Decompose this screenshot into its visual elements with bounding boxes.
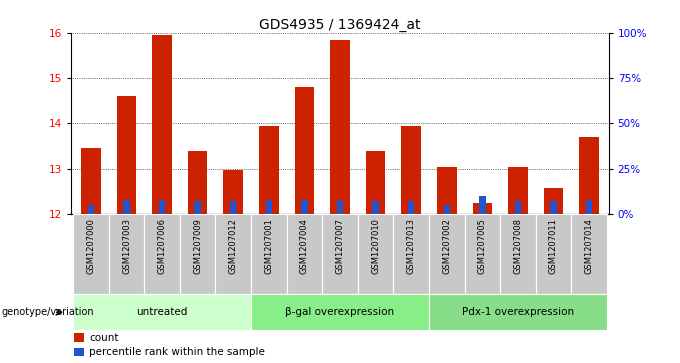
Bar [408,201,414,214]
Bar [73,294,251,330]
Bar [515,201,521,214]
Text: β-gal overexpression: β-gal overexpression [286,307,394,317]
Text: GSM1207014: GSM1207014 [585,218,594,274]
Bar [429,294,607,330]
Text: GSM1207010: GSM1207010 [371,218,380,274]
Bar [74,348,84,356]
Bar [251,214,287,294]
Text: GSM1207005: GSM1207005 [478,218,487,274]
Text: GSM1207001: GSM1207001 [265,218,273,274]
Bar [180,214,216,294]
Bar [109,214,144,294]
Bar [224,170,243,214]
Text: GSM1207003: GSM1207003 [122,218,131,274]
Bar [88,205,94,214]
Bar [429,214,464,294]
Title: GDS4935 / 1369424_at: GDS4935 / 1369424_at [259,18,421,32]
Bar [123,200,130,214]
Text: GSM1207000: GSM1207000 [86,218,95,274]
Bar [188,151,207,214]
Bar [586,200,592,214]
Bar [294,87,314,214]
Text: GSM1207012: GSM1207012 [228,218,238,274]
Bar [550,201,557,214]
Bar [508,167,528,214]
Bar [144,214,180,294]
Text: genotype/variation: genotype/variation [1,307,94,317]
Bar [230,201,237,214]
Bar [536,214,571,294]
Bar [571,214,607,294]
Bar [159,200,165,214]
Bar [544,188,563,214]
Bar [81,148,101,214]
Text: GSM1207002: GSM1207002 [442,218,452,274]
Text: GSM1207013: GSM1207013 [407,218,415,274]
Bar [322,214,358,294]
Bar [152,35,172,214]
Bar [74,333,84,342]
Bar [73,214,109,294]
Text: count: count [89,333,118,343]
Bar [437,167,456,214]
Bar [500,214,536,294]
Bar [194,201,201,214]
Bar [579,137,599,214]
Bar [401,126,421,214]
Text: Pdx-1 overexpression: Pdx-1 overexpression [462,307,574,317]
Bar [259,126,279,214]
Bar [473,203,492,214]
Bar [251,294,429,330]
Text: GSM1207009: GSM1207009 [193,218,202,274]
Bar [358,214,393,294]
Text: GSM1207004: GSM1207004 [300,218,309,274]
Text: GSM1207011: GSM1207011 [549,218,558,274]
Bar [287,214,322,294]
Bar [266,200,272,214]
Bar [117,96,136,214]
Bar [443,205,450,214]
Text: GSM1207007: GSM1207007 [335,218,345,274]
Bar [479,196,486,214]
Text: GSM1207006: GSM1207006 [158,218,167,274]
Bar [393,214,429,294]
Text: GSM1207008: GSM1207008 [513,218,522,274]
Text: untreated: untreated [137,307,188,317]
Bar [330,40,350,214]
Bar [337,200,343,214]
Bar [366,151,386,214]
Bar [373,201,379,214]
Bar [216,214,251,294]
Bar [301,200,307,214]
Bar [464,214,500,294]
Text: percentile rank within the sample: percentile rank within the sample [89,347,265,357]
